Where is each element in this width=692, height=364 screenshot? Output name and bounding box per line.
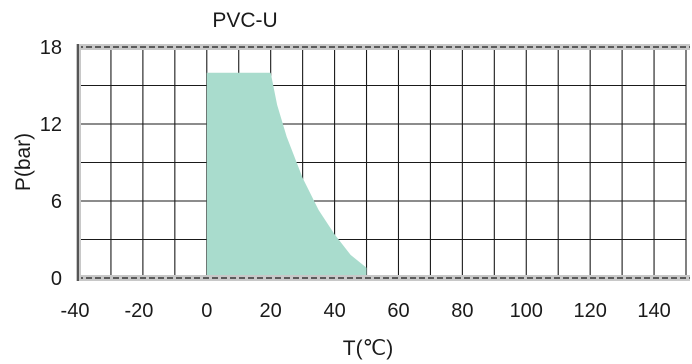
x-tick-label: 80: [451, 300, 473, 322]
x-tick-label: -20: [124, 300, 153, 322]
x-axis: -40 -20 0 20 40 60 80 100 120 140: [61, 300, 671, 322]
x-tick-label: 100: [510, 300, 543, 322]
y-tick-label: 18: [40, 37, 62, 59]
plot-frame: [76, 44, 690, 281]
grid: [78, 46, 687, 279]
x-tick-label: 40: [323, 300, 345, 322]
area-series-1: [206, 72, 367, 278]
x-tick-label: 20: [260, 300, 282, 322]
chart-title: PVC-U: [212, 9, 277, 32]
y-axis-label: P(bar): [12, 133, 35, 191]
x-tick-label: 60: [387, 300, 409, 322]
y-tick-label: 12: [40, 114, 62, 136]
x-axis-label: T(℃): [343, 337, 393, 360]
y-axis: 0 6 12 18: [40, 37, 62, 290]
x-tick-label: 120: [573, 300, 606, 322]
y-tick-label: 0: [51, 268, 62, 290]
plot-area: [206, 72, 367, 278]
y-tick-label: 6: [51, 191, 62, 213]
x-tick-label: 0: [201, 300, 212, 322]
x-tick-label: -40: [61, 300, 90, 322]
x-tick-label: 140: [637, 300, 670, 322]
